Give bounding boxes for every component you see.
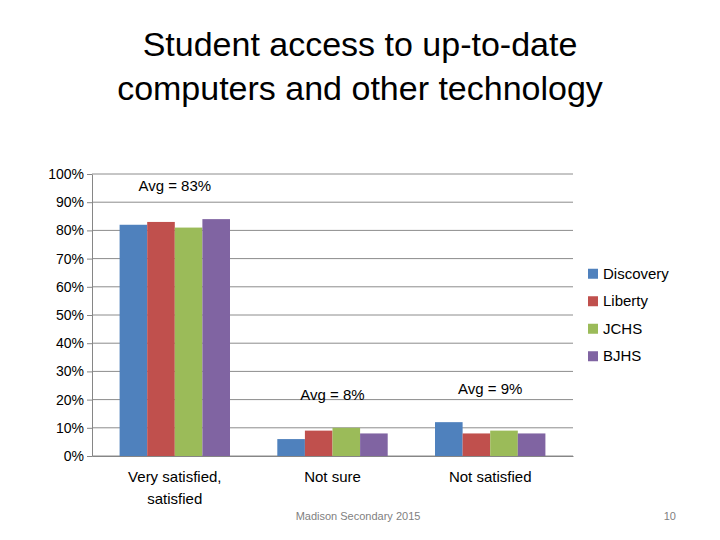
bar: [518, 433, 546, 456]
y-tick-mark: [87, 202, 92, 203]
bar: [277, 439, 305, 456]
bar: [490, 431, 518, 456]
x-tick: Very satisfied,satisfied: [128, 456, 221, 507]
y-tick-label: 10%: [56, 420, 84, 436]
y-tick-label: 30%: [56, 363, 84, 379]
y-tick-label: 40%: [56, 335, 84, 351]
y-tick-mark: [87, 287, 92, 288]
y-tick: 50%: [56, 307, 92, 323]
y-tick: 20%: [56, 392, 92, 408]
page-number: 10: [664, 510, 676, 522]
bar: [147, 222, 175, 456]
bar: [202, 219, 230, 456]
legend-label: BJHS: [603, 347, 641, 364]
annotations: Avg = 83% Avg = 8% Avg = 9%: [138, 177, 522, 403]
y-tick: 40%: [56, 335, 92, 351]
y-tick: 90%: [56, 194, 92, 210]
y-tick-mark: [87, 259, 92, 260]
grid-line: [92, 174, 573, 175]
legend-label: Discovery: [603, 265, 669, 282]
y-tick: 70%: [56, 251, 92, 267]
x-tick-label: Very satisfied,satisfied: [128, 468, 221, 507]
bar: [463, 433, 491, 456]
legend-swatch: [588, 296, 598, 306]
title: Student access to up-to-datecomputers an…: [117, 25, 603, 107]
y-tick-mark: [87, 400, 92, 401]
y-tick-mark: [87, 371, 92, 372]
x-tick: Not satisfied: [449, 456, 532, 485]
y-tick-label: 0%: [64, 448, 84, 464]
y-tick-mark: [87, 343, 92, 344]
x-tick-label: Not satisfied: [449, 468, 532, 485]
chart: Student access to up-to-datecomputers an…: [0, 0, 720, 540]
grid: [92, 174, 573, 456]
bar: [435, 422, 463, 456]
y-tick-label: 50%: [56, 307, 84, 323]
bar: [333, 428, 361, 456]
bar: [175, 228, 203, 456]
y-axis-line: [92, 175, 93, 457]
legend-swatch: [588, 324, 598, 334]
bars: [120, 219, 546, 456]
x-tick: Not sure: [304, 456, 361, 485]
y-tick-label: 90%: [56, 194, 84, 210]
y-tick-label: 60%: [56, 279, 84, 295]
y-tick: 60%: [56, 279, 92, 295]
y-tick: 10%: [56, 420, 92, 436]
y-tick: 0%: [64, 448, 92, 464]
y-tick-mark: [87, 174, 92, 175]
bar: [360, 433, 388, 456]
y-tick-mark: [87, 456, 92, 457]
y-tick: 30%: [56, 363, 92, 379]
y-axis: 0% 10% 20% 30% 40% 50% 60% 70% 80% 90% 100%: [48, 166, 92, 464]
y-tick: 100%: [48, 166, 92, 182]
y-tick-mark: [87, 230, 92, 231]
x-tick-label: Not sure: [304, 468, 361, 485]
footer: Madison Secondary 2015: [296, 510, 421, 522]
y-tick-mark: [87, 315, 92, 316]
y-tick-label: 100%: [48, 166, 84, 182]
legend: Discovery Liberty JCHS BJHS: [588, 265, 669, 365]
legend-label: JCHS: [603, 320, 642, 337]
bar: [120, 225, 148, 456]
x-axis: Very satisfied,satisfied Not sure Not sati…: [93, 456, 574, 507]
annotation: Avg = 8%: [300, 386, 364, 403]
y-tick-label: 80%: [56, 222, 84, 238]
annotation: Avg = 83%: [138, 177, 211, 194]
y-tick-mark: [87, 428, 92, 429]
annotation: Avg = 9%: [458, 380, 522, 397]
legend-label: Liberty: [603, 292, 649, 309]
x-axis-line: [93, 456, 574, 457]
bar: [305, 431, 333, 456]
legend-swatch: [588, 351, 598, 361]
legend-swatch: [588, 269, 598, 279]
y-tick: 80%: [56, 222, 92, 238]
y-tick-label: 20%: [56, 392, 84, 408]
y-tick-label: 70%: [56, 251, 84, 267]
grid-line: [92, 202, 573, 203]
